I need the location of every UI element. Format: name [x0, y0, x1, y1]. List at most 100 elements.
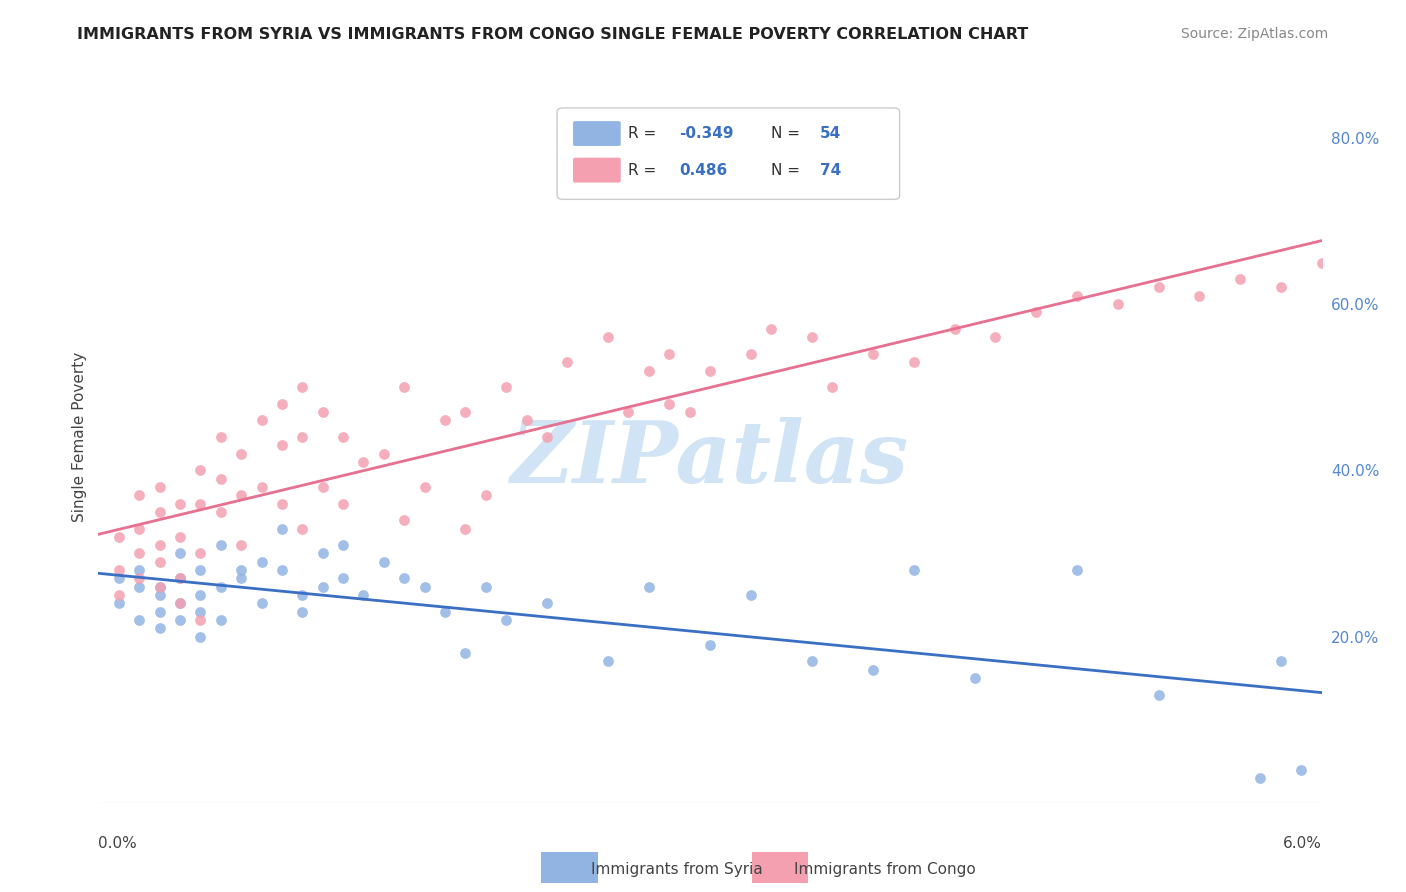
Point	[169, 546, 191, 560]
Point	[352, 588, 374, 602]
Point	[1229, 272, 1251, 286]
Point	[679, 405, 702, 419]
Point	[169, 530, 191, 544]
Point	[1188, 289, 1211, 303]
Point	[1025, 305, 1047, 319]
Text: -0.349: -0.349	[679, 126, 734, 141]
Point	[617, 405, 640, 419]
Point	[761, 322, 783, 336]
Point	[169, 596, 191, 610]
Point	[1270, 280, 1292, 294]
Point	[454, 405, 477, 419]
Point	[149, 555, 172, 569]
Text: IMMIGRANTS FROM SYRIA VS IMMIGRANTS FROM CONGO SINGLE FEMALE POVERTY CORRELATION: IMMIGRANTS FROM SYRIA VS IMMIGRANTS FROM…	[77, 27, 1029, 42]
Point	[903, 563, 925, 577]
Point	[209, 613, 232, 627]
Point	[128, 488, 150, 502]
Point	[821, 380, 844, 394]
Point	[1310, 255, 1333, 269]
Point	[188, 563, 212, 577]
Point	[149, 480, 172, 494]
Point	[270, 397, 292, 411]
Point	[740, 588, 762, 602]
Point	[1289, 763, 1312, 777]
Point	[108, 571, 131, 585]
Point	[516, 413, 538, 427]
Point	[169, 571, 191, 585]
Point	[862, 347, 884, 361]
Point	[1066, 289, 1088, 303]
Point	[270, 563, 292, 577]
Point	[413, 480, 436, 494]
FancyBboxPatch shape	[557, 108, 900, 200]
Point	[495, 613, 517, 627]
Point	[311, 480, 335, 494]
Point	[149, 621, 172, 635]
Point	[392, 513, 416, 527]
Point	[433, 413, 456, 427]
Point	[1107, 297, 1129, 311]
Point	[373, 447, 395, 461]
Point	[332, 571, 354, 585]
Text: N =: N =	[772, 162, 806, 178]
Point	[311, 546, 335, 560]
Point	[699, 363, 721, 377]
Point	[332, 538, 354, 552]
Point	[209, 538, 232, 552]
Text: 0.0%: 0.0%	[98, 836, 138, 851]
Point	[149, 580, 172, 594]
Point	[1147, 688, 1170, 702]
Point	[231, 563, 253, 577]
Y-axis label: Single Female Poverty: Single Female Poverty	[72, 352, 87, 522]
Point	[1066, 563, 1088, 577]
Point	[231, 538, 253, 552]
Point	[250, 413, 273, 427]
Point	[291, 605, 314, 619]
Point	[598, 330, 620, 344]
Point	[108, 588, 131, 602]
Point	[699, 638, 721, 652]
Point	[169, 497, 191, 511]
Text: Immigrants from Congo: Immigrants from Congo	[794, 863, 976, 877]
Point	[149, 538, 172, 552]
Point	[373, 555, 395, 569]
Point	[188, 630, 212, 644]
Point	[291, 521, 314, 535]
Point	[454, 521, 477, 535]
Point	[311, 580, 335, 594]
Text: N =: N =	[772, 126, 806, 141]
Point	[231, 571, 253, 585]
FancyBboxPatch shape	[574, 121, 620, 146]
Point	[169, 571, 191, 585]
Point	[311, 405, 335, 419]
Point	[169, 596, 191, 610]
Point	[128, 571, 150, 585]
Point	[454, 646, 477, 660]
Point	[188, 605, 212, 619]
Point	[188, 588, 212, 602]
Point	[637, 580, 661, 594]
Point	[270, 438, 292, 452]
Point	[474, 488, 498, 502]
Point	[291, 380, 314, 394]
Point	[250, 480, 273, 494]
Point	[862, 663, 884, 677]
Text: 0.486: 0.486	[679, 162, 728, 178]
Point	[555, 355, 579, 369]
Point	[108, 530, 131, 544]
Point	[270, 521, 292, 535]
Text: Immigrants from Syria: Immigrants from Syria	[591, 863, 762, 877]
Point	[352, 455, 374, 469]
Point	[392, 571, 416, 585]
Point	[128, 580, 150, 594]
Point	[291, 588, 314, 602]
Point	[209, 505, 232, 519]
Point	[536, 430, 558, 444]
Point	[108, 563, 131, 577]
Point	[209, 430, 232, 444]
Text: ZIPatlas: ZIPatlas	[510, 417, 910, 500]
Point	[149, 605, 172, 619]
Point	[413, 580, 436, 594]
Text: 6.0%: 6.0%	[1282, 836, 1322, 851]
Point	[801, 655, 824, 669]
